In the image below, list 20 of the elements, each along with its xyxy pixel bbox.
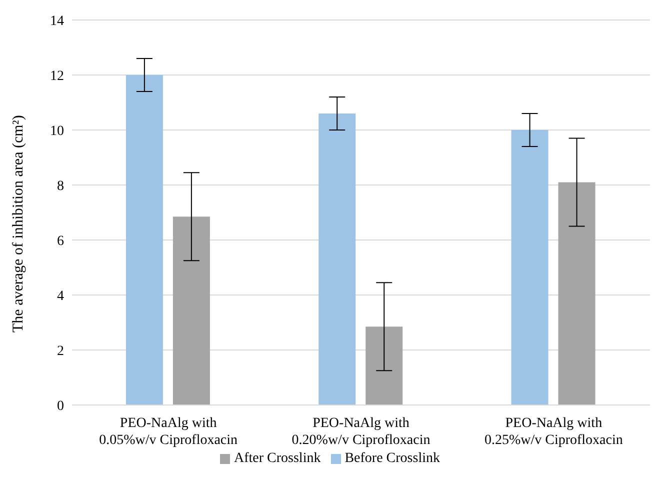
- legend-label: After Crosslink: [234, 451, 321, 466]
- y-tick-label: 0: [57, 398, 64, 414]
- bar: [511, 130, 548, 405]
- x-tick-label: PEO-NaAlg with 0.05%w/v Ciprofloxacin: [99, 416, 238, 448]
- y-tick-label: 12: [50, 68, 64, 84]
- bar: [172, 216, 210, 405]
- bar: [558, 182, 596, 405]
- y-tick-label: 8: [57, 178, 64, 194]
- y-axis-title: The average of inhibition area (cm²): [10, 115, 26, 332]
- x-tick-label: PEO-NaAlg with 0.25%w/v Ciprofloxacin: [484, 416, 623, 448]
- y-tick-label: 6: [57, 234, 64, 249]
- bar: [318, 114, 356, 405]
- y-tick-label: 14: [50, 14, 64, 29]
- legend-label: Before Crosslink: [344, 451, 440, 466]
- bar: [126, 75, 163, 405]
- y-tick-label: 2: [57, 344, 64, 359]
- y-tick-label: 10: [50, 124, 64, 139]
- x-tick-label: PEO-NaAlg with 0.20%w/v Ciprofloxacin: [292, 416, 430, 448]
- bar: [366, 326, 403, 405]
- y-tick-label: 4: [57, 288, 64, 304]
